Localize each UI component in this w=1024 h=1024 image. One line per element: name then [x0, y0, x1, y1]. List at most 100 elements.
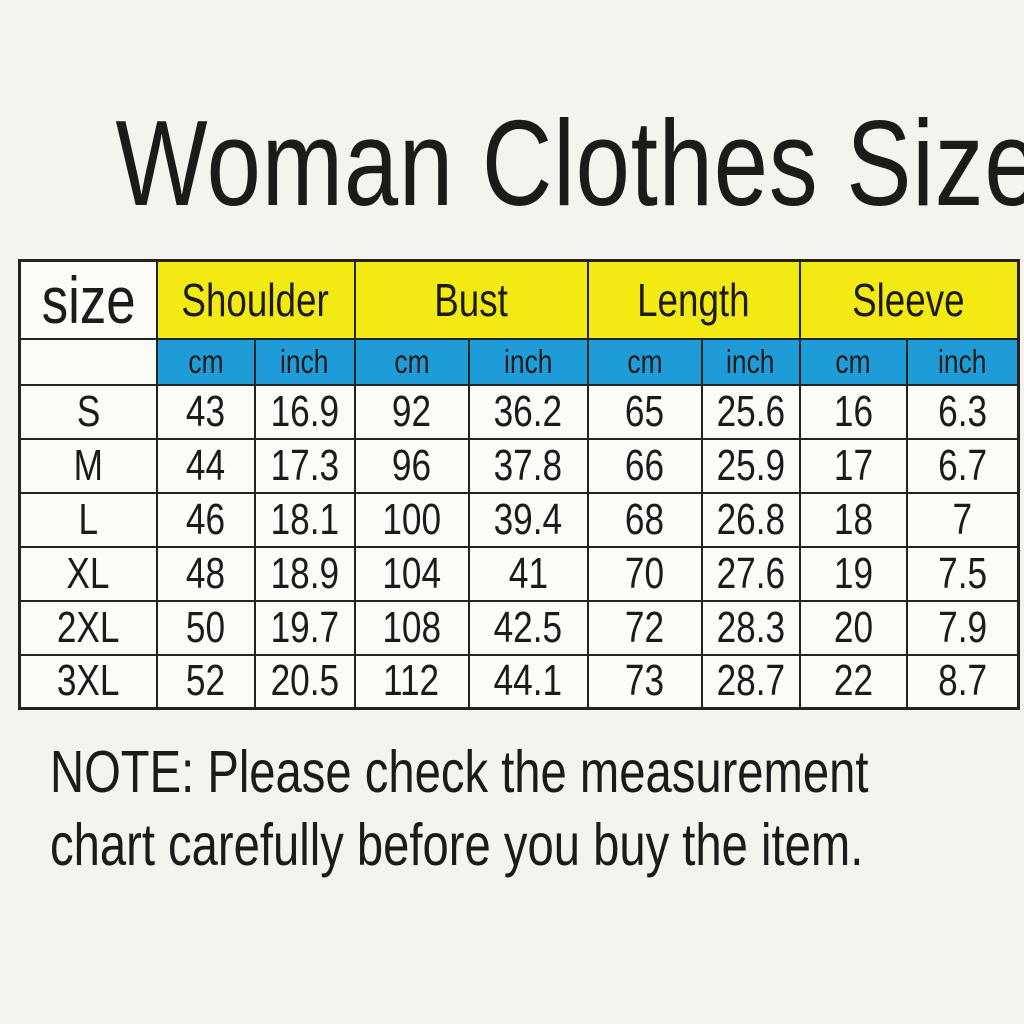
value-cell: 48 — [155, 545, 256, 602]
value: 26.8 — [716, 494, 785, 544]
value-cell: 28.3 — [700, 599, 801, 656]
value-cell: 41 — [467, 545, 589, 602]
value: 7 — [952, 494, 973, 544]
value: 44.1 — [493, 656, 563, 706]
value-cell: 19.7 — [253, 599, 356, 656]
unit-label: inch — [938, 343, 987, 380]
page-title-text: Woman Clothes Size — [115, 95, 1024, 231]
value-cell: 18 — [798, 491, 908, 548]
value-cell: 7 — [905, 491, 1020, 548]
value-cell: 17 — [798, 437, 908, 494]
value: 28.3 — [716, 602, 785, 652]
value: 48 — [185, 548, 226, 598]
unit-header-length-inch: inch — [700, 337, 801, 386]
unit-label: inch — [503, 343, 553, 380]
value: 104 — [382, 548, 441, 598]
value-cell: 6.3 — [905, 383, 1020, 440]
size-label: S — [76, 386, 100, 436]
header-row-groups: size Shoulder Bust Length Sleeve — [18, 259, 1020, 340]
value-cell: 92 — [353, 383, 470, 440]
value: 27.6 — [716, 548, 785, 598]
value-cell: 46 — [155, 491, 256, 548]
value-cell: 22 — [798, 653, 908, 710]
value: 18.9 — [270, 548, 339, 598]
value: 39.4 — [493, 494, 563, 544]
value: 25.9 — [716, 440, 785, 490]
value-cell: 44.1 — [467, 653, 589, 710]
value-cell: 16 — [798, 383, 908, 440]
unit-header-shoulder-cm: cm — [155, 337, 256, 386]
value-cell: 70 — [586, 545, 703, 602]
value: 17 — [833, 440, 873, 490]
value-cell: 20.5 — [253, 653, 356, 710]
value: 8.7 — [937, 656, 987, 706]
value: 41 — [508, 548, 548, 598]
unit-label: cm — [187, 343, 224, 380]
group-header-bust-label: Bust — [434, 273, 508, 326]
value: 20 — [833, 602, 873, 652]
value: 66 — [624, 440, 665, 490]
note-line-2: chart carefully before you buy the item. — [50, 812, 864, 878]
value: 100 — [382, 494, 441, 544]
value-cell: 44 — [155, 437, 256, 494]
value-cell: 19 — [798, 545, 908, 602]
value-cell: 27.6 — [700, 545, 801, 602]
value: 70 — [624, 548, 665, 598]
size-column-header: size — [18, 259, 158, 340]
value: 108 — [382, 602, 441, 652]
size-cell: XL — [18, 545, 158, 602]
value-cell: 39.4 — [467, 491, 589, 548]
value-cell: 52 — [155, 653, 256, 710]
table-row-s: S 43 16.9 92 36.2 65 25.6 16 6.3 — [18, 383, 1020, 440]
value-cell: 8.7 — [905, 653, 1020, 710]
value: 68 — [624, 494, 665, 544]
value-cell: 42.5 — [467, 599, 589, 656]
value-cell: 68 — [586, 491, 703, 548]
unit-header-bust-inch: inch — [467, 337, 589, 386]
value: 18.1 — [270, 494, 339, 544]
value-cell: 7.5 — [905, 545, 1020, 602]
size-label: XL — [66, 548, 110, 598]
unit-label: cm — [626, 343, 663, 380]
value: 7.5 — [937, 548, 987, 598]
value: 73 — [624, 656, 665, 706]
unit-header-length-cm: cm — [586, 337, 703, 386]
group-header-sleeve-label: Sleeve — [852, 273, 966, 326]
value: 52 — [185, 656, 226, 706]
value-cell: 36.2 — [467, 383, 589, 440]
value-cell: 16.9 — [253, 383, 356, 440]
value-cell: 28.7 — [700, 653, 801, 710]
value: 92 — [391, 386, 432, 436]
table-row-3xl: 3XL 52 20.5 112 44.1 73 28.7 22 8.7 — [18, 653, 1020, 710]
size-cell: 3XL — [18, 653, 158, 710]
value: 65 — [624, 386, 665, 436]
unit-label: inch — [280, 343, 329, 380]
value: 43 — [185, 386, 226, 436]
unit-header-bust-cm: cm — [353, 337, 470, 386]
value-cell: 73 — [586, 653, 703, 710]
value-cell: 18.9 — [253, 545, 356, 602]
value-cell: 7.9 — [905, 599, 1020, 656]
value-cell: 65 — [586, 383, 703, 440]
value-cell: 18.1 — [253, 491, 356, 548]
empty-corner-cell — [18, 337, 158, 386]
group-header-length: Length — [586, 259, 801, 340]
size-cell: L — [18, 491, 158, 548]
value-cell: 66 — [586, 437, 703, 494]
size-label: L — [78, 494, 99, 544]
value-cell: 72 — [586, 599, 703, 656]
value: 25.6 — [716, 386, 785, 436]
size-label: 3XL — [56, 656, 120, 706]
value: 18 — [833, 494, 873, 544]
value: 19 — [833, 548, 873, 598]
size-header-label: size — [41, 262, 136, 337]
value: 50 — [185, 602, 226, 652]
value: 72 — [624, 602, 665, 652]
header-row-units: cm inch cm inch cm inch cm inch — [18, 337, 1020, 386]
value: 16 — [833, 386, 873, 436]
unit-header-sleeve-cm: cm — [798, 337, 908, 386]
page-title: Woman Clothes Size — [0, 96, 1024, 230]
value-cell: 112 — [353, 653, 470, 710]
value: 96 — [391, 440, 432, 490]
group-header-shoulder: Shoulder — [155, 259, 356, 340]
